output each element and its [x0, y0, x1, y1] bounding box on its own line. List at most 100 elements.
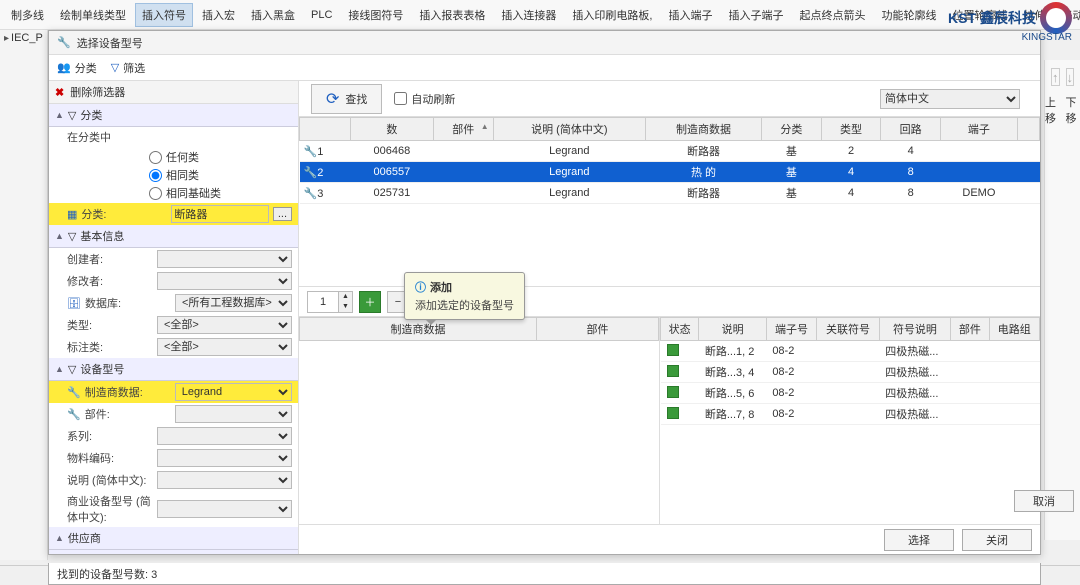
lr-col-6[interactable]: 电路组 — [989, 318, 1039, 341]
quantity-input[interactable] — [308, 292, 338, 312]
browse-button[interactable]: ... — [273, 207, 292, 221]
move-up-button[interactable]: ↑ — [1051, 68, 1060, 86]
classify-toggle[interactable]: 👥分类 — [57, 60, 97, 76]
logo: KST 鑫辰科技 KINGSTAR — [948, 2, 1072, 34]
device-select-0[interactable]: Legrand — [175, 383, 292, 401]
device-select-3[interactable] — [157, 449, 292, 467]
grid1-col-0[interactable] — [300, 118, 351, 141]
filter-toggle[interactable]: ▽筛选 — [111, 60, 145, 76]
classify-radio-0[interactable]: 任何类 — [149, 149, 298, 165]
section-classify[interactable]: ▲▽分类 — [49, 104, 298, 127]
add-button[interactable]: ＋ — [359, 291, 381, 313]
grid1-col-1[interactable]: 数 — [350, 118, 433, 141]
auto-refresh-checkbox[interactable]: 自动刷新 — [394, 91, 455, 107]
main-toolbar: 制多线绘制单线类型插入符号插入宏插入黑盒PLC接线图符号插入报表表格插入连接器插… — [0, 0, 1080, 30]
basic-select-3[interactable]: <全部> — [157, 316, 292, 334]
select-button[interactable]: 选择 — [884, 529, 954, 551]
toolbar-btn-6[interactable]: 接线图符号 — [341, 3, 410, 27]
toolbar-btn-7[interactable]: 插入报表表格 — [412, 3, 492, 27]
circuits-grid[interactable]: 状态说明端子号关联符号符号说明部件电路组断路...1, 208-2四极热磁...… — [660, 317, 1040, 524]
grid1-row-2[interactable]: 🔧3025731Legrand断路器基48DEMO — [300, 183, 1040, 204]
lr-row-3[interactable]: 断路...7, 808-2四极热磁... — [661, 404, 1040, 425]
grid-icon: ▦ — [67, 208, 77, 221]
logo-sub: KINGSTAR — [1022, 32, 1072, 43]
side-cancel-button[interactable]: 取消 — [1014, 490, 1074, 512]
spin-down[interactable]: ▼ — [338, 302, 352, 312]
filter-bar: 👥分类 ▽筛选 — [49, 55, 1040, 81]
device-row-1: 🔧部件: — [49, 403, 298, 425]
refresh-icon: ⟳ — [326, 89, 339, 109]
funnel-icon: ▽ — [68, 230, 76, 243]
lr-col-5[interactable]: 部件 — [951, 318, 989, 341]
toolbar-btn-0[interactable]: 制多线 — [4, 3, 51, 27]
search-button[interactable]: ⟳查找 — [311, 84, 382, 114]
section-created[interactable]: ▲创建日期 — [49, 550, 298, 554]
device-select-1[interactable] — [175, 405, 292, 423]
device-select-2[interactable] — [157, 427, 292, 445]
delete-filter-button[interactable]: ✖删除筛选器 — [49, 81, 298, 104]
toolbar-btn-9[interactable]: 插入印刷电路板, — [565, 3, 659, 27]
classify-radio-2[interactable]: 相同基础类 — [149, 185, 298, 201]
grid1-col-9[interactable] — [1017, 118, 1039, 141]
lr-col-1[interactable]: 说明 — [699, 318, 766, 341]
device-select-5[interactable] — [157, 500, 292, 518]
toolbar-btn-13[interactable]: 功能轮廓线 — [874, 3, 943, 27]
section-device[interactable]: ▲▽设备型号 — [49, 358, 298, 381]
basic-select-2[interactable]: <所有工程数据库> — [175, 294, 292, 312]
classify-value-row[interactable]: ▦ 分类: ... — [49, 203, 298, 225]
toolbar-btn-5[interactable]: PLC — [304, 5, 339, 25]
basic-select-0[interactable] — [157, 250, 292, 268]
status-icon — [667, 365, 679, 377]
funnel-icon: ▽ — [111, 61, 119, 74]
toolbar-btn-12[interactable]: 起点终点箭头 — [792, 3, 872, 27]
spin-up[interactable]: ▲ — [338, 292, 352, 302]
move-down-button[interactable]: ↓ — [1066, 68, 1075, 86]
results-grid[interactable]: 数部件▲说明 (简体中文)制造商数据分类类型回路端子🔧1006468Legran… — [299, 117, 1040, 287]
grid1-col-8[interactable]: 端子 — [941, 118, 1018, 141]
lr-row-1[interactable]: 断路...3, 408-2四极热磁... — [661, 362, 1040, 383]
grid1-col-7[interactable]: 回路 — [881, 118, 941, 141]
toolbar-btn-8[interactable]: 插入连接器 — [494, 3, 563, 27]
close-button[interactable]: 关闭 — [962, 529, 1032, 551]
grid1-col-2[interactable]: 部件▲ — [433, 118, 493, 141]
toolbar-btn-1[interactable]: 绘制单线类型 — [53, 3, 133, 27]
tree-root[interactable]: ▸ IEC_P — [0, 30, 47, 46]
basic-row-4: 标注类:<全部> — [49, 336, 298, 358]
ll-col-0[interactable]: 制造商数据 — [300, 318, 537, 341]
device-row-0: 🔧制造商数据:Legrand — [49, 381, 298, 403]
selected-parts-grid[interactable]: 制造商数据部件 — [299, 317, 660, 524]
language-select[interactable]: 简体中文 — [880, 89, 1020, 109]
grid1-col-4[interactable]: 制造商数据 — [646, 118, 762, 141]
grid1-col-5[interactable]: 分类 — [762, 118, 822, 141]
status-icon — [667, 344, 679, 356]
lr-col-3[interactable]: 关联符号 — [817, 318, 879, 341]
section-supplier[interactable]: ▲供应商 — [49, 527, 298, 550]
toolbar-btn-11[interactable]: 插入子端子 — [721, 3, 790, 27]
ll-col-1[interactable]: 部件 — [537, 318, 659, 341]
lr-col-2[interactable]: 端子号 — [766, 318, 816, 341]
wrench-icon: 🔧 — [304, 146, 318, 158]
basic-select-4[interactable]: <全部> — [157, 338, 292, 356]
classify-input[interactable] — [171, 205, 268, 223]
device-select-4[interactable] — [157, 471, 292, 489]
lr-row-0[interactable]: 断路...1, 208-2四极热磁... — [661, 341, 1040, 362]
toolbar-btn-10[interactable]: 插入端子 — [661, 3, 719, 27]
funnel-icon: ▽ — [68, 363, 76, 376]
basic-select-1[interactable] — [157, 272, 292, 290]
lr-row-2[interactable]: 断路...5, 608-2四极热磁... — [661, 383, 1040, 404]
toolbar-btn-2[interactable]: 插入符号 — [135, 3, 193, 27]
grid1-row-0[interactable]: 🔧1006468Legrand断路器基24 — [300, 141, 1040, 162]
lr-col-0[interactable]: 状态 — [661, 318, 699, 341]
grid1-col-3[interactable]: 说明 (简体中文) — [493, 118, 645, 141]
filter-panel: ✖删除筛选器 ▲▽分类 在分类中 任何类相同类相同基础类 ▦ 分类: ... ▲… — [49, 81, 299, 554]
wrench-icon: 🔧 — [304, 167, 318, 179]
section-basic[interactable]: ▲▽基本信息 — [49, 225, 298, 248]
grid1-row-1[interactable]: 🔧2006557Legrand热 的基48 — [300, 162, 1040, 183]
quantity-spinner[interactable]: ▲▼ — [307, 291, 353, 313]
classify-radio-1[interactable]: 相同类 — [149, 167, 298, 183]
toolbar-btn-4[interactable]: 插入黑盒 — [244, 3, 302, 27]
grid1-col-6[interactable]: 类型 — [821, 118, 881, 141]
basic-row-3: 类型:<全部> — [49, 314, 298, 336]
toolbar-btn-3[interactable]: 插入宏 — [195, 3, 242, 27]
lr-col-4[interactable]: 符号说明 — [879, 318, 950, 341]
